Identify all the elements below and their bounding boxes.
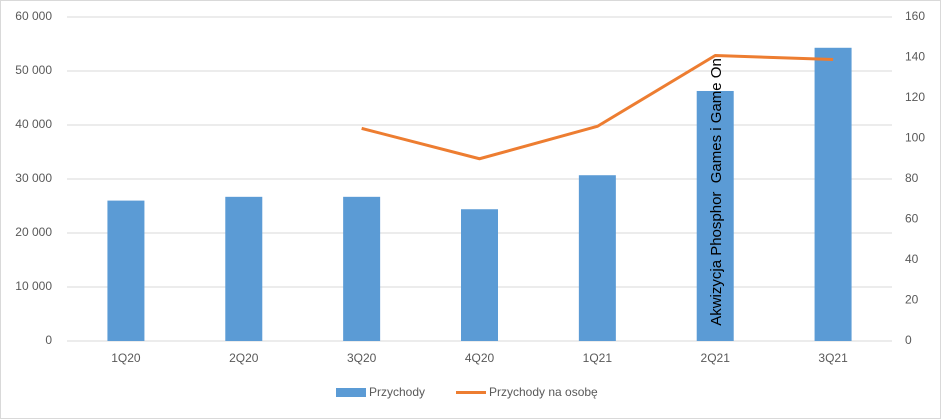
bar (225, 196, 263, 341)
x-tick-label: 1Q21 (583, 351, 613, 365)
x-tick-label: 2Q21 (701, 351, 731, 365)
y2-tick-label: 100 (905, 131, 925, 145)
bar (696, 90, 734, 341)
y2-tick-label: 40 (905, 252, 919, 266)
legend-label: Przychody na osobę (489, 385, 598, 399)
line (361, 53, 834, 161)
y2-tick-label: 120 (905, 90, 925, 104)
y-tick-label: 30 000 (15, 171, 52, 185)
y-tick-label: 10 000 (15, 279, 52, 293)
x-tick-label: 3Q20 (347, 351, 377, 365)
y2-tick-label: 20 (905, 293, 919, 307)
y2-tick-label: 0 (905, 333, 912, 347)
y-tick-label: 40 000 (15, 117, 52, 131)
y-tick-label: 60 000 (15, 9, 52, 23)
y2-tick-label: 140 (905, 50, 925, 64)
x-tick-label: 1Q20 (111, 351, 141, 365)
y-tick-label: 50 000 (15, 63, 52, 77)
annotation: Akwizycja Phosphor Games i Game On (708, 58, 725, 326)
legend-label: Przychody (369, 385, 425, 399)
x-tick-label: 2Q20 (229, 351, 259, 365)
y-tick-label: 20 000 (15, 225, 52, 239)
bar (578, 175, 616, 341)
x-tick-label: 4Q20 (465, 351, 495, 365)
y2-tick-label: 80 (905, 171, 919, 185)
y2-tick-label: 60 (905, 212, 919, 226)
y2-tick-label: 160 (905, 9, 925, 23)
bar (107, 200, 145, 341)
legend-swatch (336, 388, 366, 397)
y-tick-label: 0 (45, 333, 52, 347)
bar (814, 47, 852, 341)
bar (343, 196, 381, 341)
bar (461, 209, 498, 341)
x-tick-label: 3Q21 (818, 351, 848, 365)
